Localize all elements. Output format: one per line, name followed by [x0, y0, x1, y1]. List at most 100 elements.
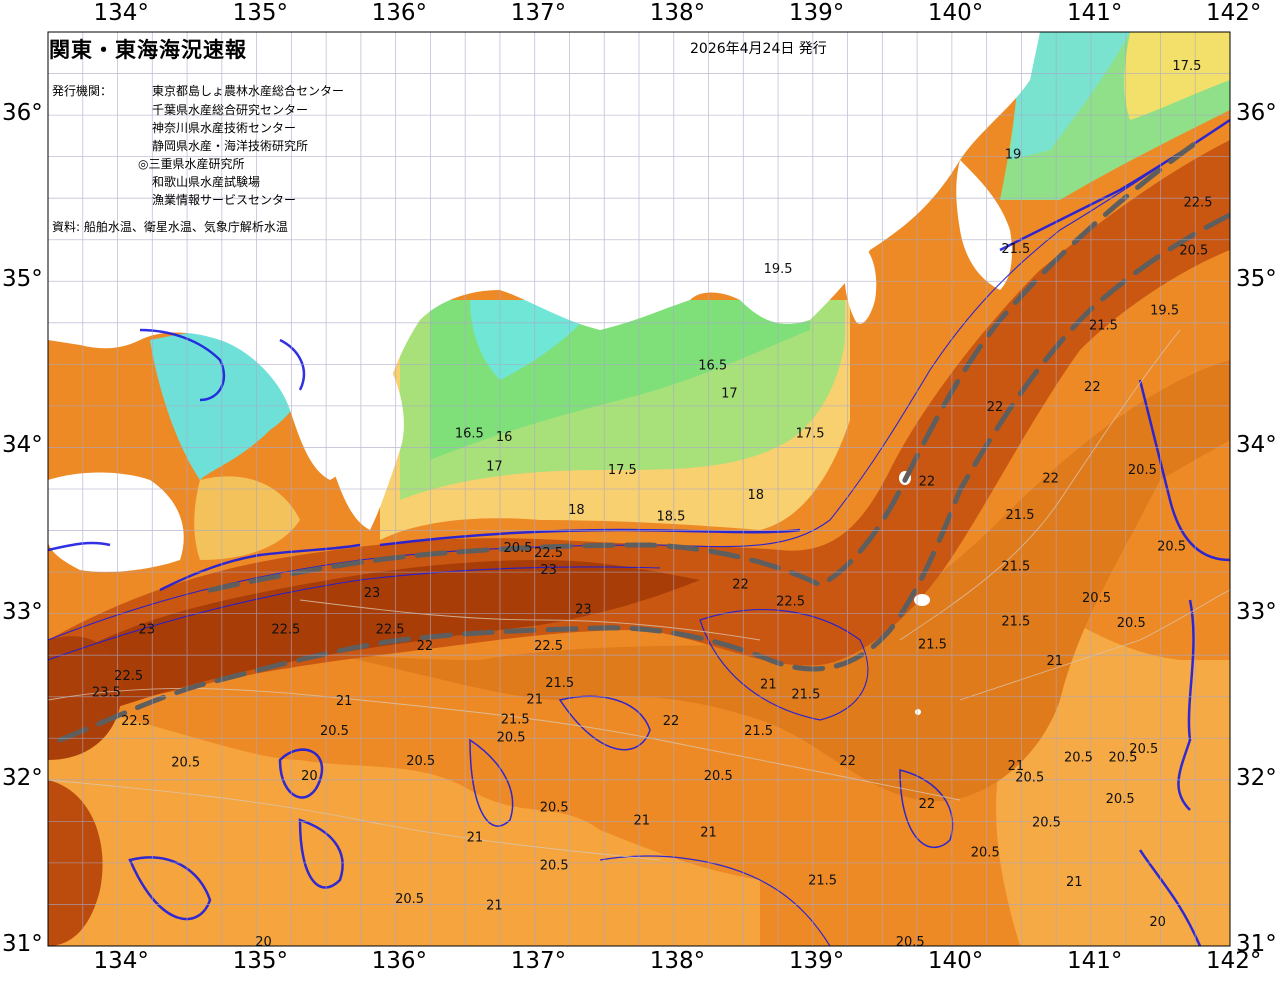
land-kanto-tokai: [48, 32, 1040, 480]
contour-label: 17: [486, 460, 503, 475]
lon-tick-label: 141°: [1066, 948, 1123, 974]
contour-label: 20: [301, 769, 318, 784]
lon-tick-label: 135°: [232, 948, 288, 974]
contour-label: 21.5: [1006, 508, 1035, 523]
contour-label: 20.5: [1106, 792, 1135, 807]
warm-patch-sw: [48, 636, 122, 760]
contour-label: 22: [732, 578, 749, 593]
land-izu-oshima: [914, 594, 930, 606]
contour-label: 21: [1008, 759, 1025, 774]
land-boso: [956, 160, 1012, 290]
issue-date: 2026年4月24日 発行: [690, 41, 827, 57]
issuer-item: 漁業情報サービスセンター: [152, 193, 297, 207]
contour-label: 22: [663, 714, 680, 729]
contour-label: 21.5: [1001, 559, 1030, 574]
contour-label: 22: [417, 639, 434, 654]
contour-label: 22.5: [1184, 195, 1213, 210]
contour-lines-grey: [48, 329, 1230, 861]
contour-label: 23: [364, 586, 381, 601]
contour-label: 20.5: [320, 724, 349, 739]
contour-label: 19.5: [1150, 304, 1179, 319]
contour-label: 21.5: [1001, 614, 1030, 629]
contour-label: 22.5: [271, 623, 300, 638]
lon-tick-label: 135°: [232, 0, 288, 26]
contour-label: 17.5: [796, 426, 825, 441]
lon-tick-label: 138°: [649, 948, 706, 974]
map-frame: [47, 31, 1231, 947]
contour-label: 20.5: [1128, 463, 1157, 478]
contour-label: 16: [496, 430, 513, 445]
contour-label: 21: [467, 830, 484, 845]
lon-tick-label: 140°: [927, 948, 984, 974]
contour-label: 20.5: [497, 731, 526, 746]
contour-label: 21.5: [501, 712, 530, 727]
issuer-item: 和歌山県水産試験場: [152, 175, 261, 189]
contour-label: 20.5: [1129, 742, 1158, 757]
contour-label: 20.5: [1015, 770, 1044, 785]
contour-label: 23.5: [92, 686, 121, 701]
lon-tick-label: 134°: [93, 948, 149, 974]
contour-label: 22: [1042, 471, 1059, 486]
contour-label: 22: [1084, 380, 1101, 395]
issuer-label: 発行機関：: [52, 84, 113, 98]
contour-label: 22.5: [776, 594, 805, 609]
contour-label: 22: [987, 400, 1004, 415]
contour-label: 22: [839, 754, 856, 769]
lon-tick-label: 141°: [1066, 0, 1123, 26]
contour-label: 20.5: [971, 845, 1000, 860]
contour-label: 23: [138, 623, 155, 638]
graticule: [48, 32, 1230, 946]
contour-label: 21: [1047, 654, 1064, 669]
contour-label: 20.5: [1064, 751, 1093, 766]
contour-label: 23: [575, 603, 592, 618]
contour-label: 20: [1149, 915, 1166, 930]
contour-label: 20.5: [1108, 751, 1137, 766]
lon-tick-label: 136°: [371, 0, 428, 26]
contour-label: 20.5: [1179, 244, 1208, 259]
contour-label: 18.5: [657, 510, 686, 525]
land-hachijo: [915, 709, 921, 715]
contour-label: 21: [1066, 875, 1083, 890]
kuroshio-axis: [57, 137, 1230, 743]
contour-label: 20.5: [171, 756, 200, 771]
issuer-item: 静岡県水産・海洋技術研究所: [152, 139, 309, 153]
contour-label: 21.5: [545, 676, 574, 691]
contour-label: 16.5: [698, 358, 727, 373]
lon-tick-label: 137°: [510, 0, 567, 26]
land-izu: [844, 240, 877, 324]
issuer-item: ◎三重県水産研究所: [138, 157, 245, 171]
contour-label: 20.5: [1032, 815, 1061, 830]
lat-tick-label: 31°: [2, 931, 43, 957]
lon-tick-label: 137°: [510, 948, 567, 974]
lon-tick-label: 142°: [1206, 948, 1262, 974]
lon-tick-label: 139°: [788, 948, 845, 974]
contour-label: 21.5: [918, 638, 947, 653]
contour-label: 20.5: [1117, 616, 1146, 631]
contour-label: 19.5: [764, 262, 793, 277]
lat-tick-label: 31°: [1236, 931, 1277, 957]
contour-label: 21: [634, 814, 651, 829]
lat-tick-label: 33°: [2, 598, 43, 625]
contour-label: 20.5: [704, 769, 733, 784]
sst-ne-18: [1124, 32, 1230, 120]
issuer-item: 千葉県水産総合研究センター: [152, 103, 309, 117]
lat-tick-label: 33°: [1236, 598, 1277, 625]
lon-tick-label: 139°: [788, 0, 845, 26]
sst-band-20: [48, 700, 760, 946]
contour-label: 17: [721, 387, 738, 402]
contour-label: 18: [568, 503, 585, 518]
contour-label: 22: [919, 797, 936, 812]
issuer-item: 東京都島しょ農林水産総合センター: [152, 84, 345, 98]
lat-tick-label: 34°: [1236, 432, 1277, 459]
lat-tick-label: 34°: [2, 432, 43, 459]
contour-label: 21: [700, 825, 717, 840]
contour-label: 21: [486, 898, 503, 913]
contour-label: 21: [760, 677, 777, 692]
contour-label: 21.5: [744, 724, 773, 739]
contour-label: 22.5: [376, 623, 405, 638]
lat-tick-label: 36°: [1236, 100, 1277, 127]
contour-label: 22: [919, 475, 936, 490]
contour-label: 21.5: [791, 687, 820, 702]
contour-label: 22.5: [534, 546, 563, 561]
